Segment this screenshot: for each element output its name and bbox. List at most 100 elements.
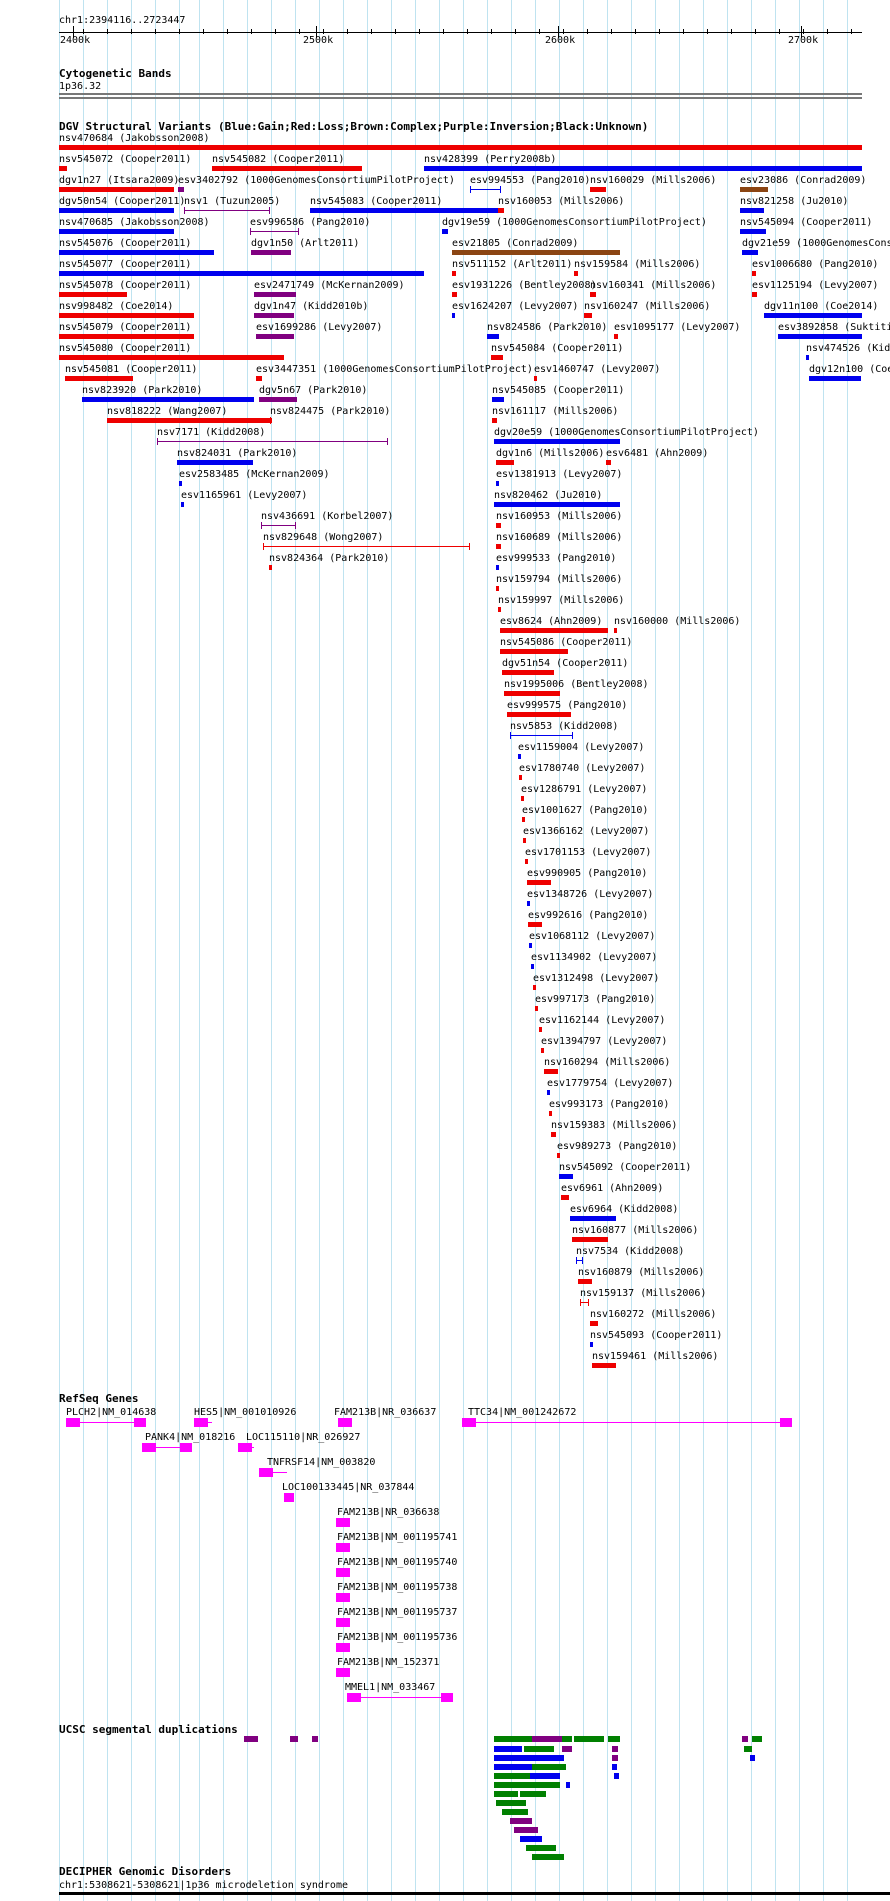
variant-bar	[578, 1279, 592, 1284]
scale-minor-tick	[155, 29, 156, 34]
variant-bar	[590, 187, 606, 192]
variant-label: esv2583485 (McKernan2009)	[179, 469, 330, 480]
variant-label: nsv160053 (Mills2006)	[498, 196, 625, 207]
gene-label: FAM213B|NR_036638	[337, 1507, 440, 1518]
variant-bar-end	[269, 207, 270, 214]
grid-line	[655, 0, 656, 1901]
grid-line	[107, 0, 108, 1901]
scale-minor-tick	[827, 29, 828, 34]
variant-bar	[492, 418, 497, 423]
gene-label: LOC115110|NR_026927	[246, 1432, 361, 1443]
segdup-block	[494, 1791, 518, 1797]
variant-bar	[65, 376, 133, 381]
scale-minor-tick	[107, 29, 108, 34]
grid-line	[223, 0, 224, 1901]
grid-line	[679, 0, 680, 1901]
variant-bar	[740, 229, 766, 234]
variant-bar	[523, 838, 526, 843]
variant-label: nsv824475 (Park2010)	[270, 406, 391, 417]
scale-minor-tick	[371, 29, 372, 34]
variant-label: esv1699286 (Levy2007)	[256, 322, 383, 333]
decipher-track-title: DECIPHER Genomic Disorders	[59, 1865, 232, 1878]
variant-bar	[452, 250, 620, 255]
variant-label: dgv19e59 (1000GenomesConsortiumPilotProj…	[442, 217, 707, 228]
variant-bar	[521, 796, 524, 801]
variant-bar	[527, 880, 551, 885]
variant-bar	[59, 208, 174, 213]
segdup-block	[532, 1764, 566, 1770]
segdup-block	[520, 1836, 542, 1842]
variant-bar	[614, 334, 618, 339]
segdup-block	[522, 1782, 560, 1788]
segdup-block	[532, 1854, 564, 1860]
variant-label: nsv159997 (Mills2006)	[498, 595, 625, 606]
variant-bar	[270, 420, 272, 421]
segdup-block	[290, 1736, 298, 1742]
variant-bar	[59, 292, 127, 297]
gene-label: FAM213B|NM_001195736	[337, 1632, 458, 1643]
gene-exon-block	[336, 1518, 350, 1527]
variant-label: nsv545078 (Cooper2011)	[59, 280, 192, 291]
variant-label: dgv50n54 (Cooper2011)	[59, 196, 186, 207]
variant-label: dgv1n50 (Arlt2011)	[251, 238, 360, 249]
scale-minor-tick	[467, 29, 468, 34]
scale-minor-tick	[491, 29, 492, 34]
segdup-track-title: UCSC segmental duplications	[59, 1723, 238, 1736]
variant-bar	[496, 565, 499, 570]
variant-bar-end	[263, 543, 264, 550]
segdup-block	[532, 1736, 562, 1742]
variant-label: esv1348726 (Levy2007)	[527, 889, 654, 900]
scale-major-tick	[73, 26, 74, 38]
scale-minor-tick	[131, 29, 132, 34]
variant-bar	[592, 1363, 616, 1368]
variant-label: esv993173 (Pang2010)	[549, 1099, 670, 1110]
variant-bar	[269, 565, 272, 570]
variant-bar	[212, 166, 362, 171]
cytoband-bar-lower	[59, 97, 862, 99]
variant-bar	[498, 607, 501, 612]
grid-line	[751, 0, 752, 1901]
variant-bar	[522, 817, 525, 822]
variant-bar	[580, 1302, 588, 1303]
gene-exon-block	[180, 1443, 192, 1452]
variant-label: nsv160294 (Mills2006)	[544, 1057, 671, 1068]
grid-line	[131, 0, 132, 1901]
variant-bar	[250, 231, 298, 232]
refseq-track-title: RefSeq Genes	[59, 1392, 139, 1405]
segdup-block	[612, 1746, 618, 1752]
variant-bar	[261, 525, 295, 526]
variant-bar	[559, 1174, 573, 1179]
variant-label: dgv51n54 (Cooper2011)	[502, 658, 629, 669]
gene-intron-line	[347, 1697, 453, 1698]
gene-label: TNFRSF14|NM_003820	[267, 1457, 376, 1468]
variant-bar	[752, 292, 757, 297]
gene-exon-block	[336, 1593, 350, 1602]
variant-bar-end	[270, 417, 271, 424]
variant-label: nsv824364 (Park2010)	[269, 553, 390, 564]
variant-bar-end	[588, 1299, 589, 1306]
segdup-block	[562, 1746, 572, 1752]
variant-label: esv990905 (Pang2010)	[527, 868, 648, 879]
variant-bar	[529, 943, 532, 948]
segdup-block	[494, 1736, 532, 1742]
grid-line	[823, 0, 824, 1901]
variant-bar-end	[576, 1257, 577, 1264]
variant-label: esv1780740 (Levy2007)	[519, 763, 646, 774]
gene-intron-line	[142, 1447, 192, 1448]
variant-label: nsv545077 (Cooper2011)	[59, 259, 192, 270]
variant-bar	[547, 1090, 550, 1095]
variant-label: nsv545084 (Cooper2011)	[491, 343, 624, 354]
gene-exon-block	[194, 1418, 208, 1427]
gene-exon-block	[338, 1418, 352, 1427]
variant-bar	[452, 271, 456, 276]
variant-bar	[528, 922, 542, 927]
variant-bar	[59, 271, 424, 276]
segdup-block	[520, 1791, 546, 1797]
cytoband-label: 1p36.32	[59, 81, 102, 92]
variant-bar-end	[500, 186, 501, 193]
gene-exon-block	[336, 1618, 350, 1627]
grid-line	[179, 0, 180, 1901]
segdup-block	[530, 1755, 564, 1761]
segdup-block	[502, 1809, 528, 1815]
variant-bar	[590, 292, 596, 297]
